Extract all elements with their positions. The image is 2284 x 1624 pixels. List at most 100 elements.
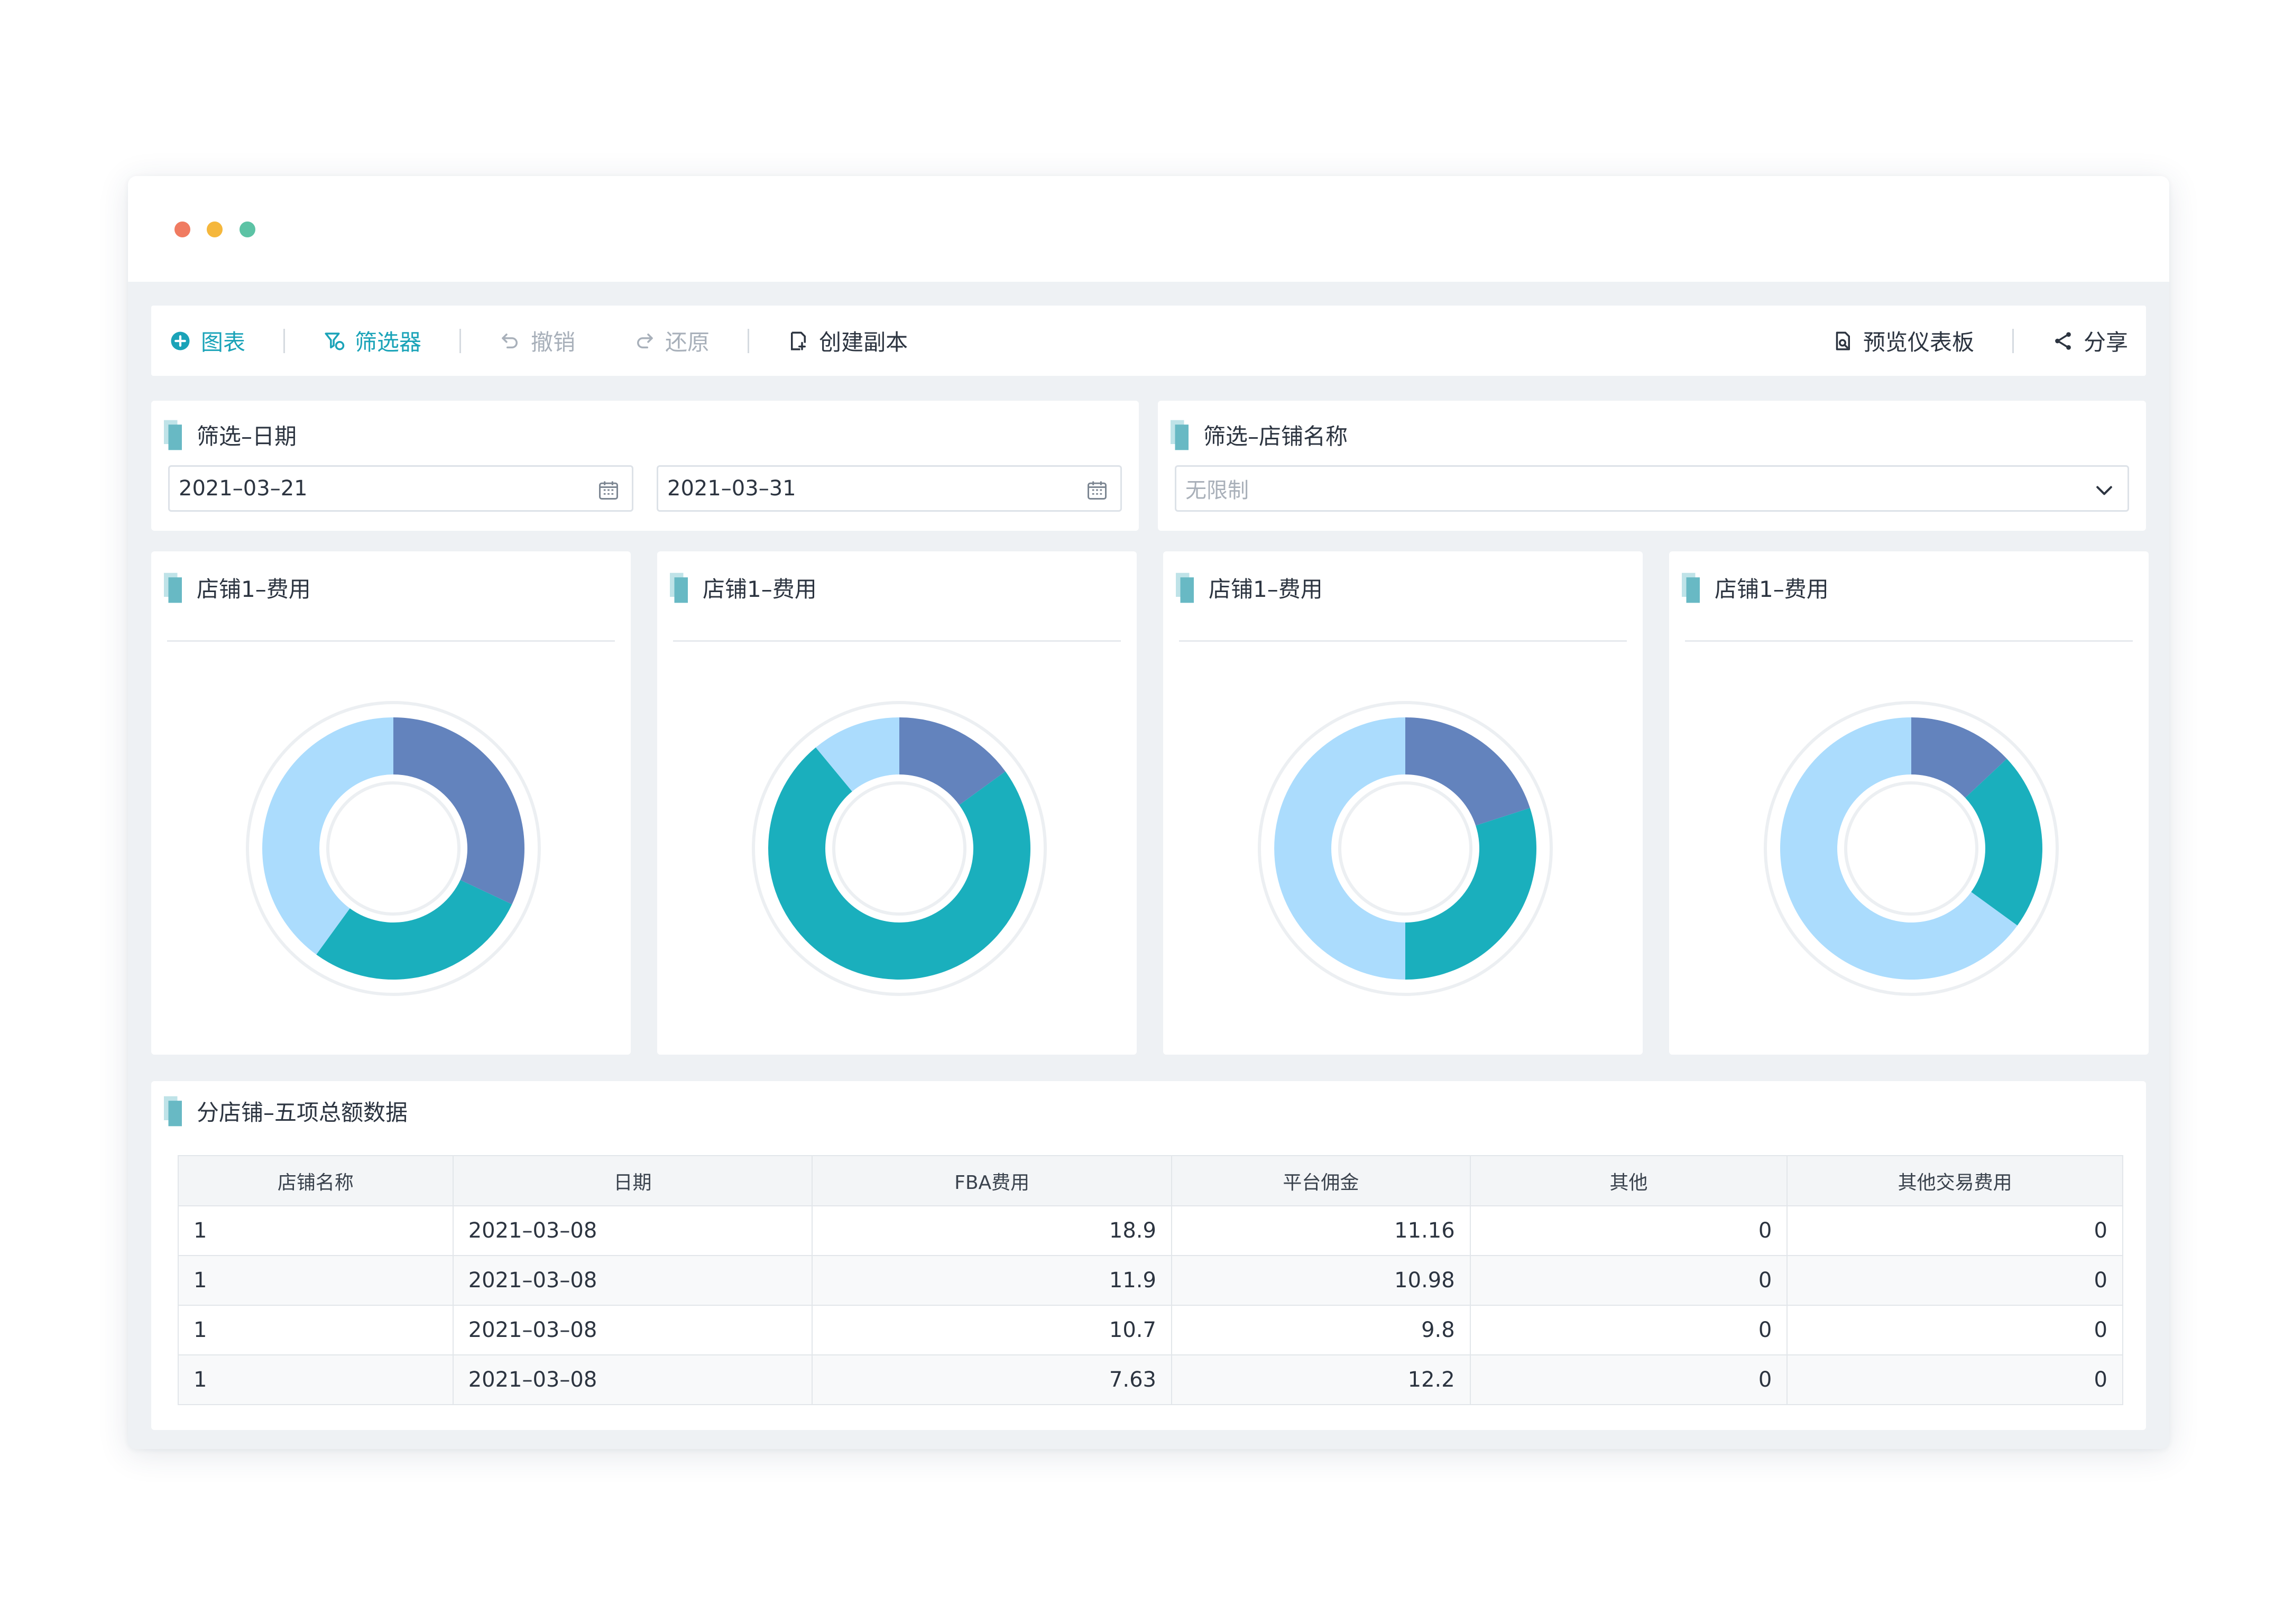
cell-platform-commission: 11.16	[1171, 1205, 1471, 1256]
donut-slice-3[interactable]	[262, 717, 393, 955]
store-name-placeholder: 无限制	[1185, 478, 1249, 503]
widget-marker-icon	[670, 573, 688, 603]
window-titlebar	[128, 176, 2169, 282]
date-filter-title: 筛选–日期	[197, 423, 297, 449]
cell-other-transaction-fee: 0	[1786, 1305, 2123, 1355]
chart-card: 店铺1–费用	[151, 551, 631, 1055]
share-button[interactable]: 分享	[2052, 325, 2128, 357]
donut-chart	[752, 701, 1047, 996]
toolbar-divider	[2012, 328, 2014, 353]
chart-header-divider	[167, 640, 615, 642]
undo-label: 撤销	[531, 329, 576, 355]
donut-inner-ring	[832, 781, 966, 916]
filter-icon	[325, 332, 345, 350]
table-card-header: 分店铺–五项总额数据	[164, 1095, 408, 1127]
add-filter-button[interactable]: 筛选器	[323, 325, 421, 357]
cell-fba-fee: 7.63	[812, 1354, 1172, 1405]
widget-marker-icon	[164, 420, 182, 450]
chart-header-divider	[1179, 640, 1627, 642]
donut-slice-1[interactable]	[899, 717, 1006, 805]
preview-dashboard-label: 预览仪表板	[1863, 329, 1974, 355]
cell-store-name: 1	[178, 1255, 454, 1306]
create-copy-label: 创建副本	[819, 329, 908, 355]
store-name-select[interactable]: 无限制	[1175, 465, 2129, 512]
redo-label: 还原	[665, 329, 710, 355]
cell-platform-commission: 12.2	[1171, 1354, 1471, 1405]
widget-marker-icon	[1176, 573, 1194, 603]
end-date-input[interactable]: 2021–03–31	[657, 465, 1122, 512]
calendar-icon[interactable]	[597, 478, 620, 502]
column-header-store-name[interactable]: 店铺名称	[178, 1155, 454, 1206]
chart-title: 店铺1–费用	[703, 576, 817, 602]
chart-card-header: 店铺1–费用	[1176, 571, 1323, 604]
redo-icon	[637, 333, 653, 348]
column-header-platform-commission[interactable]: 平台佣金	[1171, 1155, 1471, 1206]
preview-dashboard-button[interactable]: 预览仪表板	[1831, 325, 1974, 357]
store-filter-title: 筛选–店铺名称	[1203, 423, 1348, 449]
minimize-window-button[interactable]	[207, 222, 223, 237]
donut-slice-3[interactable]	[1780, 717, 2018, 980]
chart-card: 店铺1–费用	[1669, 551, 2149, 1055]
cell-date: 2021–03–08	[452, 1354, 813, 1405]
donut-slice-2[interactable]	[1965, 759, 2042, 926]
chevron-down-icon[interactable]	[2093, 478, 2116, 502]
start-date-input[interactable]: 2021–03–21	[168, 465, 633, 512]
chart-title: 店铺1–费用	[197, 576, 311, 602]
app-window: 图表 筛选器 撤销 还原 创建副本 预览仪表板 分享	[128, 176, 2169, 1449]
copy-document-icon	[791, 331, 806, 350]
toolbar-divider	[748, 328, 750, 353]
add-chart-label: 图表	[201, 329, 246, 355]
cell-date: 2021–03–08	[452, 1205, 813, 1256]
cell-platform-commission: 9.8	[1171, 1305, 1471, 1355]
cell-other-transaction-fee: 0	[1786, 1354, 2123, 1405]
cell-other: 0	[1469, 1354, 1788, 1405]
donut-slice-1[interactable]	[1911, 717, 2007, 798]
donut-chart	[246, 701, 541, 996]
create-copy-button[interactable]: 创建副本	[787, 325, 908, 357]
chart-card-header: 店铺1–费用	[1682, 571, 1829, 604]
table-row: 1 2021–03–08 10.7 9.8 0 0	[178, 1305, 2123, 1355]
table-card: 分店铺–五项总额数据 店铺名称 日期 FBA费用 平台佣金 其他 其他交易费用	[151, 1081, 2146, 1430]
date-filter-card: 筛选–日期 2021–03–21 2021–03–31	[151, 401, 1139, 531]
redo-button[interactable]: 还原	[633, 325, 710, 357]
data-table: 店铺名称 日期 FBA费用 平台佣金 其他 其他交易费用 1 2021–03–0…	[178, 1155, 2123, 1405]
column-header-other-transaction-fee[interactable]: 其他交易费用	[1786, 1155, 2123, 1206]
toolbar-divider	[459, 328, 462, 353]
cell-store-name: 1	[178, 1354, 454, 1405]
maximize-window-button[interactable]	[240, 222, 255, 237]
chart-card-header: 店铺1–费用	[164, 571, 311, 604]
donut-chart	[1258, 701, 1553, 996]
column-header-fba-fee[interactable]: FBA费用	[812, 1155, 1172, 1206]
donut-inner-ring	[1338, 781, 1472, 916]
donut-slice-1[interactable]	[393, 717, 524, 905]
chart-card-header: 店铺1–费用	[670, 571, 817, 604]
calendar-icon[interactable]	[1085, 478, 1109, 502]
plus-circle-icon	[171, 331, 190, 350]
donut-slice-3[interactable]	[815, 717, 899, 792]
donut-inner-ring	[326, 781, 461, 916]
donut-slice-3[interactable]	[1274, 717, 1405, 980]
undo-button[interactable]: 撤销	[499, 325, 575, 357]
donut-slice-2[interactable]	[1405, 808, 1536, 980]
donut-slice-2[interactable]	[768, 747, 1030, 980]
column-header-other[interactable]: 其他	[1469, 1155, 1788, 1206]
cell-store-name: 1	[178, 1305, 454, 1355]
cell-fba-fee: 11.9	[812, 1255, 1172, 1306]
toolbar-divider	[283, 328, 286, 353]
end-date-value: 2021–03–31	[667, 476, 796, 501]
cell-other-transaction-fee: 0	[1786, 1255, 2123, 1306]
add-chart-button[interactable]: 图表	[169, 325, 245, 357]
widget-marker-icon	[1171, 420, 1189, 450]
cell-other: 0	[1469, 1205, 1788, 1256]
cell-store-name: 1	[178, 1205, 454, 1256]
widget-marker-icon	[1682, 573, 1700, 603]
close-window-button[interactable]	[174, 222, 190, 237]
cell-other: 0	[1469, 1305, 1788, 1355]
column-header-date[interactable]: 日期	[452, 1155, 813, 1206]
chart-card: 店铺1–费用	[657, 551, 1137, 1055]
cell-other-transaction-fee: 0	[1786, 1205, 2123, 1256]
donut-slice-2[interactable]	[316, 880, 512, 980]
undo-icon	[502, 333, 518, 348]
data-table-container: 店铺名称 日期 FBA费用 平台佣金 其他 其他交易费用 1 2021–03–0…	[178, 1155, 2123, 1405]
donut-slice-1[interactable]	[1405, 717, 1530, 826]
